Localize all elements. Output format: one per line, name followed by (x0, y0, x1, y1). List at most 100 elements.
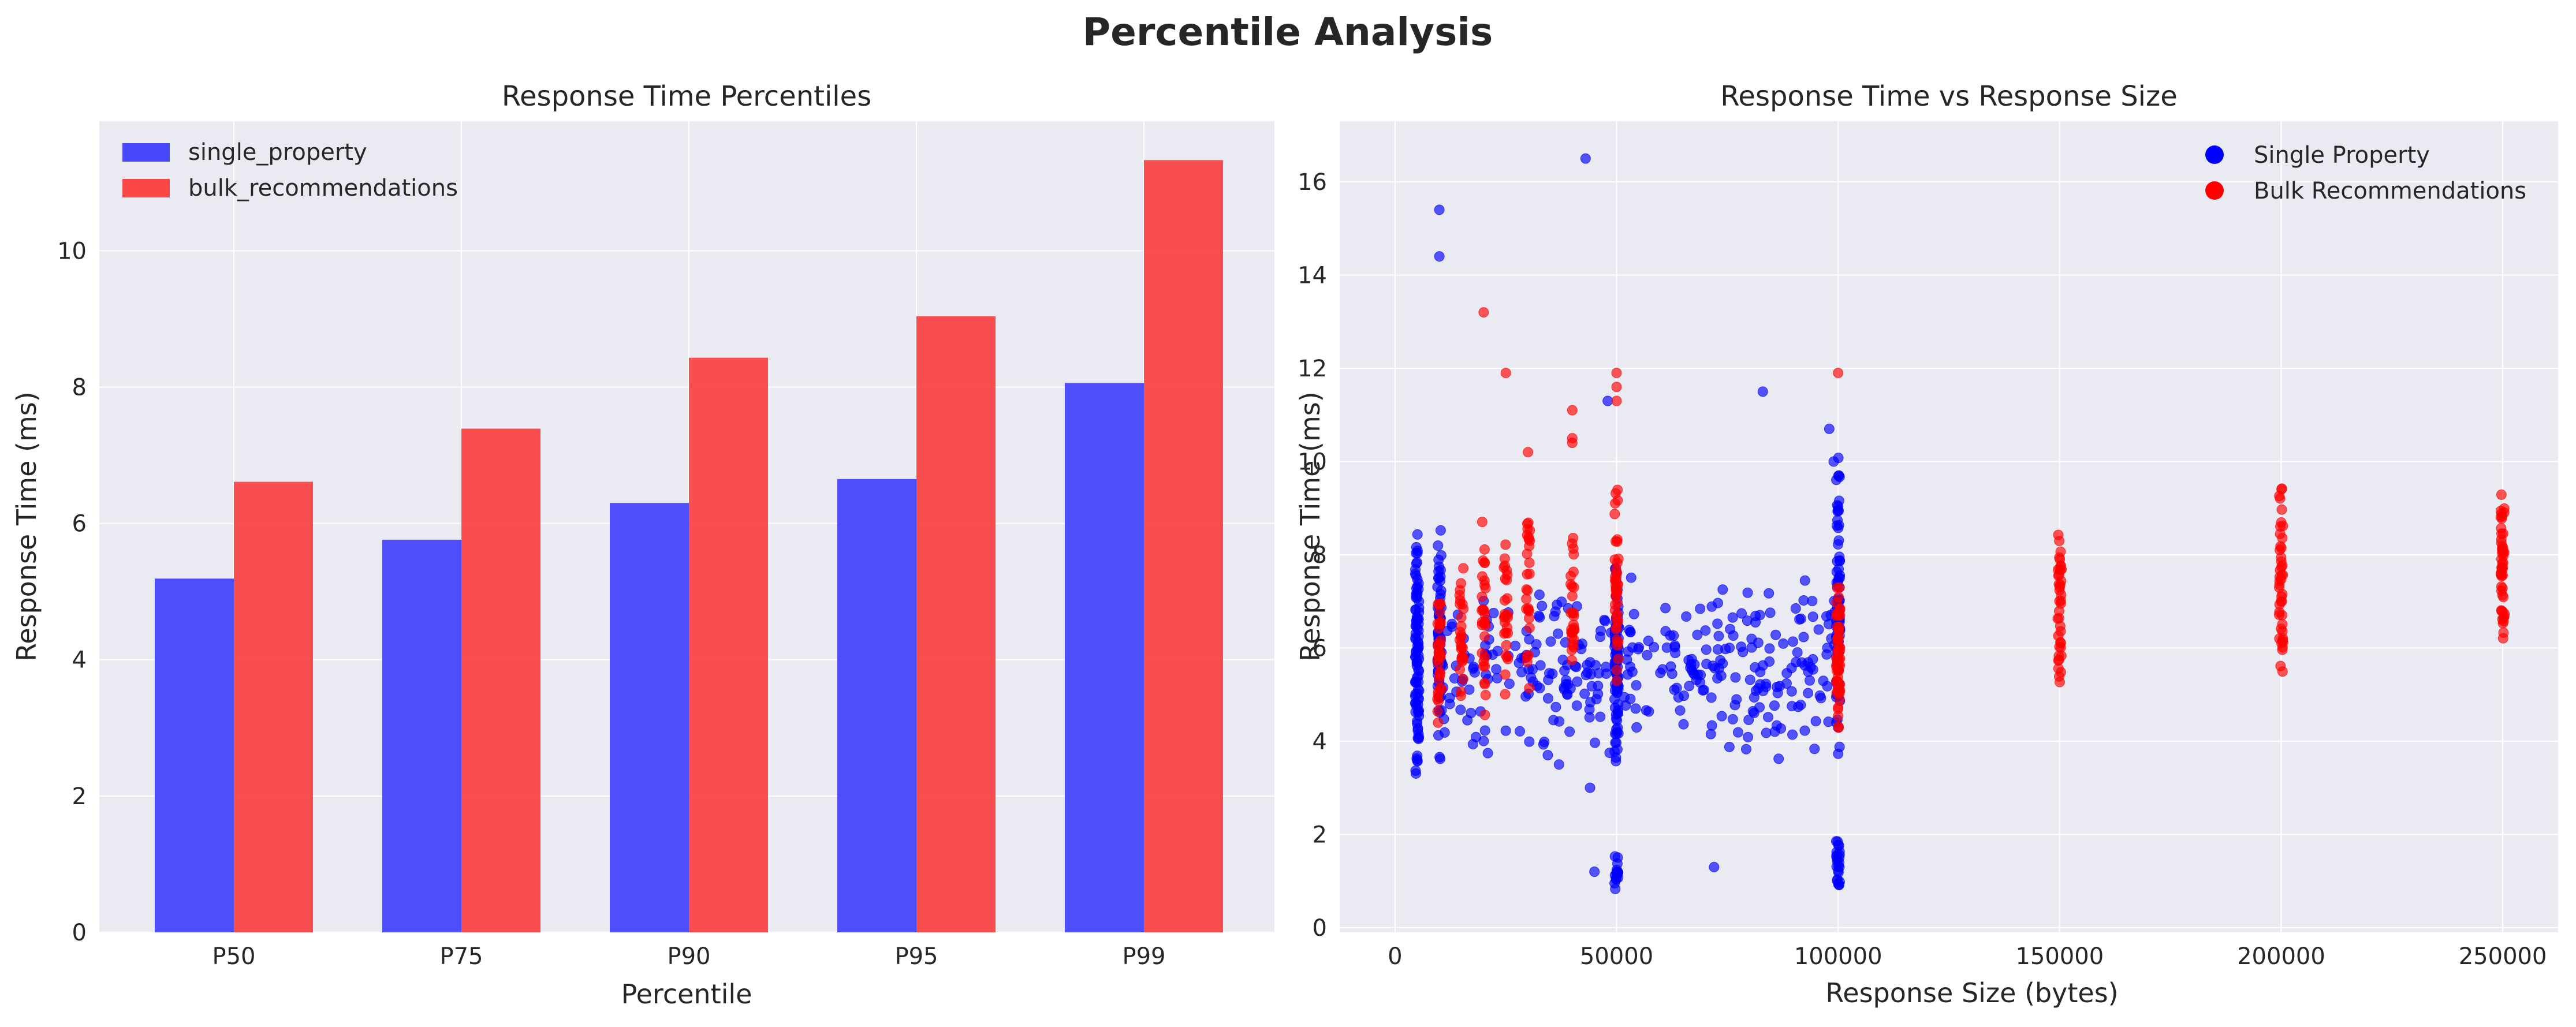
scatter-y-axis-label: Response Time (ms) (1295, 391, 1326, 661)
point-single-property (1799, 660, 1810, 671)
point-single-property (1821, 649, 1832, 660)
point-single-property (1539, 737, 1550, 748)
point-bulk-recommendations (1479, 679, 1490, 690)
bar-marks (155, 160, 1223, 932)
point-single-property (1761, 727, 1772, 738)
point-bulk-recommendations (1521, 603, 1532, 614)
point-bulk-recommendations (1522, 656, 1533, 667)
point-bulk-recommendations (2054, 582, 2065, 593)
bar-bulk_recommendations-P75 (461, 428, 540, 932)
point-single-property (1729, 700, 1740, 711)
point-bulk-recommendations (1477, 605, 1488, 616)
point-bulk-recommendations (1832, 664, 1843, 675)
point-single-property (1695, 603, 1706, 614)
point-single-property (1706, 692, 1717, 703)
bar-x-tick-label: P95 (894, 943, 938, 970)
point-single-property (1834, 857, 1845, 868)
point-bulk-recommendations (1500, 539, 1511, 550)
point-bulk-recommendations (1568, 533, 1579, 544)
point-single-property (1582, 667, 1593, 678)
point-bulk-recommendations (1613, 653, 1624, 664)
point-single-property (1660, 603, 1671, 614)
scatter-x-tick-label: 100000 (1794, 943, 1882, 970)
bar-single_property-P50 (155, 578, 234, 932)
point-single-property (1535, 660, 1546, 671)
point-single-property (1455, 704, 1466, 715)
bar-bulk_recommendations-P99 (1144, 160, 1223, 932)
point-single-property (1803, 688, 1814, 699)
point-bulk-recommendations (1569, 625, 1580, 636)
point-single-property (1537, 600, 1548, 611)
point-bulk-recommendations (1524, 568, 1535, 579)
point-single-property (1776, 723, 1787, 734)
point-bulk-recommendations (1500, 669, 1511, 680)
point-single-property (1716, 670, 1727, 681)
scatter-y-tick-label: 8 (1313, 542, 1327, 569)
bar-ticks: 0 2 4 6 8 10 P50 P75 P90 P95 P99 (57, 238, 1165, 970)
point-bulk-recommendations (2276, 591, 2287, 602)
point-single-property (1631, 680, 1642, 691)
point-single-property (1831, 520, 1842, 531)
point-single-property (1595, 625, 1606, 636)
bar-single_property-P95 (837, 479, 916, 932)
bar-y-tick-label: 10 (57, 238, 87, 264)
point-single-property (1611, 874, 1621, 885)
point-bulk-recommendations (2055, 621, 2066, 632)
point-single-property (1692, 629, 1703, 640)
point-bulk-recommendations (1524, 622, 1535, 633)
point-bulk-recommendations (2496, 523, 2507, 534)
point-single-property (1600, 615, 1611, 626)
point-single-property (1795, 613, 1806, 624)
point-single-property (1613, 728, 1624, 739)
point-single-property (1833, 748, 1844, 759)
point-bulk-recommendations (2054, 641, 2065, 652)
point-single-property (1832, 505, 1843, 516)
point-single-property (1444, 699, 1455, 709)
point-single-property (1834, 551, 1845, 562)
point-bulk-recommendations (1566, 655, 1577, 666)
point-single-property (1764, 643, 1775, 654)
point-bulk-recommendations (2053, 663, 2064, 674)
legend-label-single-property: Single Property (2254, 142, 2430, 169)
point-bulk-recommendations (1522, 524, 1533, 535)
scatter-chart-panel: 0 2 4 6 8 10 12 14 16 0 50000 100000 150000 200000 250… (1295, 80, 2558, 1009)
point-single-property (1720, 644, 1731, 655)
legend-marker-bulk-recommendations (2205, 181, 2224, 200)
point-single-property (1706, 601, 1717, 612)
point-single-property (1601, 668, 1612, 679)
point-bulk-recommendations (1567, 591, 1578, 602)
point-bulk-recommendations (2056, 650, 2067, 661)
point-single-property (1434, 204, 1445, 215)
point-single-property (1765, 607, 1776, 618)
point-bulk-recommendations (2055, 561, 2066, 572)
point-single-property (1791, 656, 1802, 667)
point-single-property (1665, 630, 1676, 641)
point-bulk-recommendations (1831, 597, 1842, 608)
point-single-property (1553, 628, 1564, 639)
point-single-property (1412, 529, 1423, 540)
point-single-property (1515, 726, 1526, 737)
point-bulk-recommendations (1477, 617, 1488, 628)
point-single-property (1434, 251, 1445, 262)
point-single-property (1579, 688, 1590, 699)
scatter-x-tick-label: 0 (1388, 943, 1402, 970)
point-bulk-recommendations (1479, 557, 1490, 568)
point-single-property (1553, 759, 1564, 770)
point-single-property (1673, 692, 1684, 703)
point-single-property (1545, 636, 1556, 647)
point-bulk-recommendations (1611, 368, 1622, 379)
point-bulk-recommendations (2274, 582, 2285, 593)
point-single-property (1630, 703, 1641, 714)
point-single-property (1410, 564, 1421, 575)
point-single-property (1542, 750, 1553, 761)
point-single-property (1543, 674, 1554, 685)
point-bulk-recommendations (1833, 721, 1844, 732)
point-single-property (1504, 678, 1515, 689)
point-single-property (1743, 715, 1754, 726)
point-bulk-recommendations (1432, 694, 1443, 705)
point-single-property (1713, 630, 1724, 641)
point-single-property (1750, 611, 1761, 622)
point-single-property (1757, 660, 1768, 671)
point-single-property (1542, 693, 1553, 704)
bar-y-tick-label: 0 (72, 920, 87, 946)
